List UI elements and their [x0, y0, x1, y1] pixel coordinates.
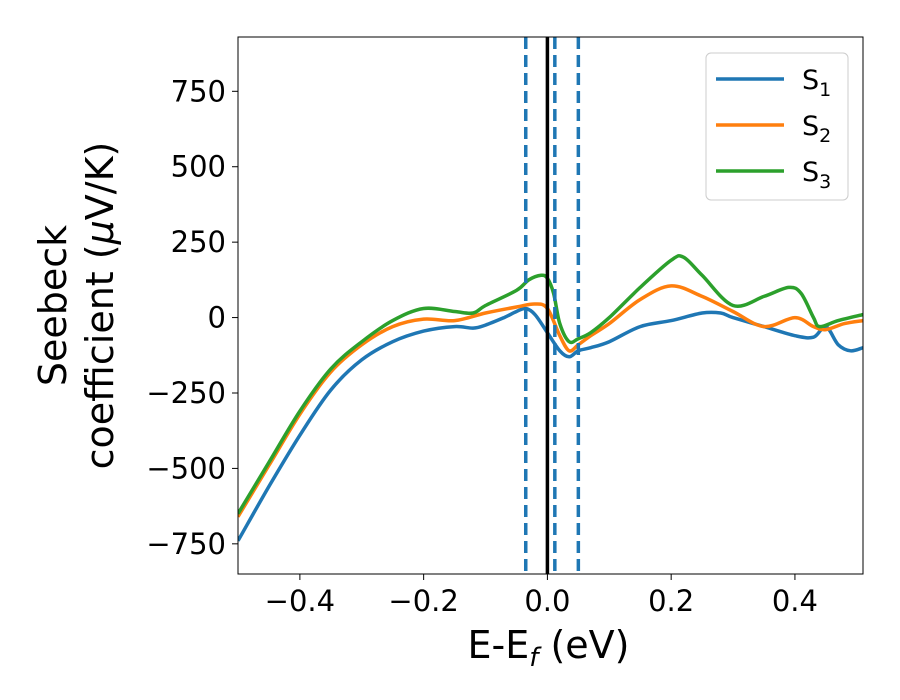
- y-tick-label: 250: [171, 225, 226, 259]
- x-tick-label: −0.4: [265, 584, 335, 618]
- y-tick-label: −500: [146, 451, 226, 485]
- y-tick-label: −250: [146, 376, 226, 410]
- y-tick-label: −750: [146, 527, 226, 561]
- series-line-s2: [238, 284, 863, 518]
- legend-label-s2: S2: [802, 111, 831, 147]
- svg-text:coefficient (μV/K): coefficient (μV/K): [78, 142, 122, 470]
- legend-label-s3: S3: [802, 157, 831, 193]
- series-line-s3: [238, 253, 863, 515]
- legend-label-s1: S1: [802, 65, 831, 101]
- x-axis: −0.4 −0.2 0.0 0.2 0.4: [265, 574, 818, 618]
- x-tick-label: 0.0: [524, 584, 570, 618]
- series-line-s1: [238, 306, 863, 542]
- plot-frame: [237, 36, 864, 575]
- y-tick-label: 750: [171, 74, 226, 108]
- y-axis-label: Seebeck coefficient (μV/K): [31, 142, 122, 470]
- x-tick-label: 0.4: [772, 584, 818, 618]
- y-axis: 750 500 250 0 −250 −500 −750: [146, 74, 238, 561]
- legend: S1 S2 S3: [705, 52, 849, 201]
- plot-area: [238, 37, 863, 574]
- x-tick-label: 0.2: [648, 584, 694, 618]
- x-axis-label: E-Ef (eV): [468, 623, 630, 673]
- y-tick-label: 500: [171, 150, 226, 184]
- y-tick-label: 0: [208, 301, 226, 335]
- svg-text:Seebeck: Seebeck: [31, 225, 75, 386]
- x-tick-label: −0.2: [388, 584, 458, 618]
